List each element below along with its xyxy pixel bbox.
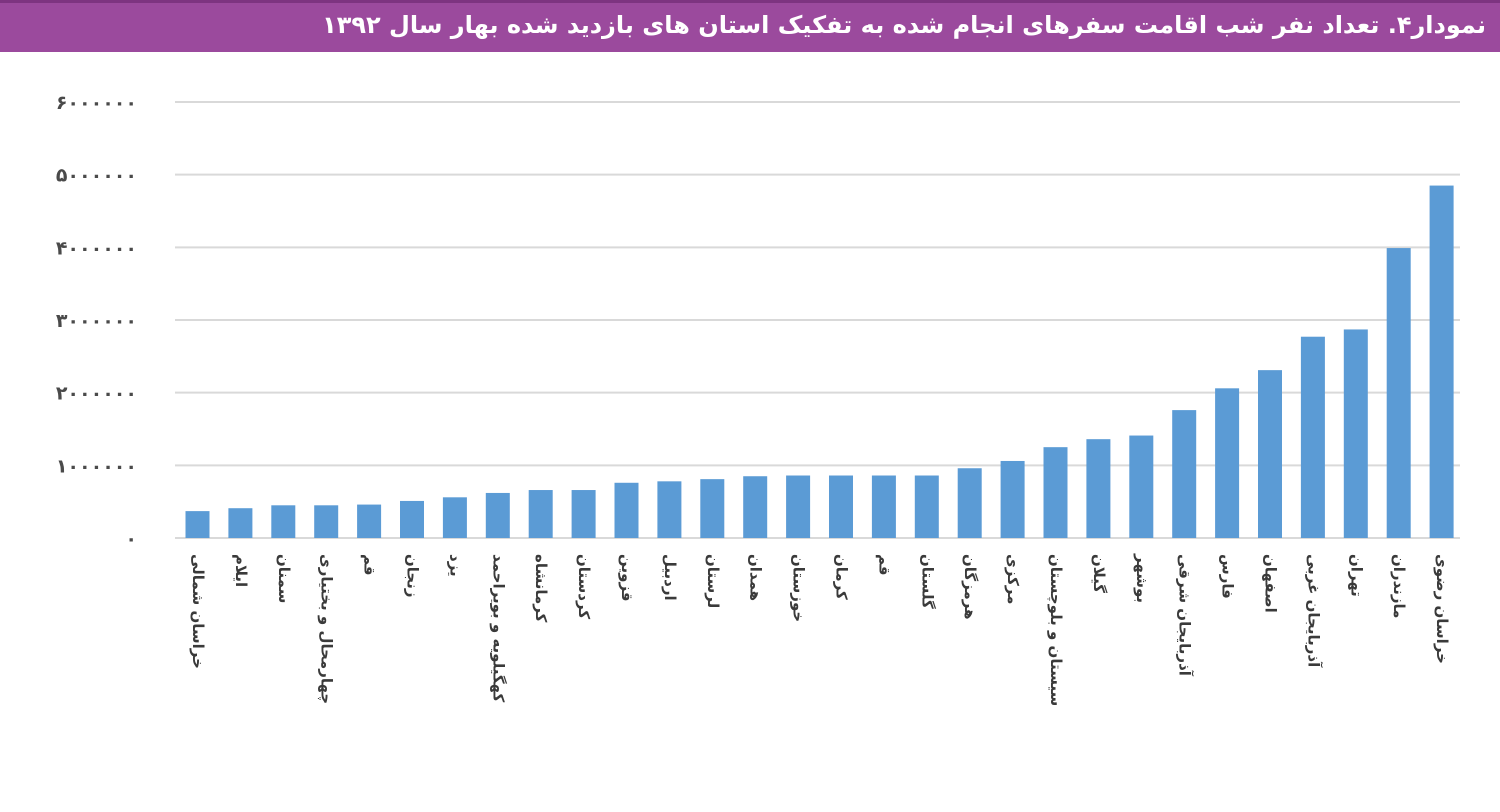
x-tick-label: مرکزی xyxy=(1004,554,1022,604)
x-tick-label: کهگیلویه و بویراحمد xyxy=(489,554,507,702)
y-tick-label: ۳۰۰۰۰۰۰ xyxy=(56,310,137,332)
y-tick-label: ۶۰۰۰۰۰۰ xyxy=(56,92,137,114)
bar xyxy=(786,475,811,538)
bar xyxy=(914,475,939,538)
x-tick-label: قزوین xyxy=(618,554,636,602)
x-tick-label: ایلام xyxy=(232,554,250,587)
x-tick-label: سیستان و بلوچستان xyxy=(1046,554,1065,706)
y-tick-label: ۲۰۰۰۰۰۰ xyxy=(56,383,137,405)
bar xyxy=(1172,410,1197,538)
bar xyxy=(228,508,253,538)
bar-chart: ۰ ۱۰۰۰۰۰۰ ۲۰۰۰۰۰۰ ۳۰۰۰۰۰۰ ۴۰۰۰۰۰۰ ۵۰۰۰۰۰۰ ۶۰۰۰… xyxy=(56,92,1460,706)
bar xyxy=(271,505,296,538)
x-tick-label: لرستان xyxy=(704,554,722,608)
x-tick-label: قم xyxy=(361,554,379,576)
bar xyxy=(400,500,424,538)
bar xyxy=(485,492,510,538)
bar xyxy=(1043,447,1068,538)
bar xyxy=(1386,248,1411,538)
x-tick-label: خراسان رضوی xyxy=(1433,554,1451,664)
bar xyxy=(185,511,210,538)
x-tick-label: کرمان xyxy=(833,554,851,600)
x-tick-label: قم xyxy=(875,554,893,576)
x-tick-label: سمنان xyxy=(275,554,293,603)
y-tick-label: ۴۰۰۰۰۰۰ xyxy=(56,237,137,259)
bar xyxy=(743,476,768,538)
x-tick-label: مازندران xyxy=(1390,554,1408,618)
x-tick-label: چهارمحال و بختیاری xyxy=(317,554,336,704)
bar xyxy=(957,468,982,538)
bar xyxy=(657,481,682,538)
bar xyxy=(700,479,725,538)
x-tick-label: اردبیل xyxy=(661,554,679,601)
bar xyxy=(442,497,467,538)
bar xyxy=(1343,329,1368,538)
y-tick-label: ۵۰۰۰۰۰۰ xyxy=(56,165,137,187)
x-tick-label: گیلان xyxy=(1090,554,1108,593)
x-tick-label: هرمزگان xyxy=(961,554,979,620)
bar xyxy=(1000,460,1025,538)
x-tick-label: آذربایجان شرقی xyxy=(1176,554,1194,677)
y-tick-label: ۱۰۰۰۰۰۰ xyxy=(56,455,137,477)
x-tick-label: کرمانشاه xyxy=(532,554,550,623)
x-tick-label: تهران xyxy=(1347,554,1365,597)
bar xyxy=(1429,185,1454,539)
x-tick-label: کردستان xyxy=(575,554,593,619)
x-tick-label: خوزستان xyxy=(790,554,808,622)
bar xyxy=(314,505,339,538)
x-tick-label: یزد xyxy=(446,554,464,577)
bar xyxy=(1086,439,1111,538)
bar xyxy=(1215,388,1240,538)
x-tick-label: خراسان شمالی xyxy=(189,554,207,669)
bar xyxy=(357,504,382,538)
x-tick-label: زنجان xyxy=(404,554,422,598)
x-tick-label: بوشهر xyxy=(1133,553,1151,603)
bar xyxy=(829,475,853,538)
bar xyxy=(871,475,896,538)
x-tick-label: اصفهان xyxy=(1262,554,1280,613)
y-tick-label: ۰ xyxy=(125,528,137,550)
bar xyxy=(1129,435,1154,538)
chart-title-bar: نمودار۴. تعداد نفر شب اقامت سفرهای انجام… xyxy=(0,0,1500,52)
x-tick-label: گلستان xyxy=(918,554,936,609)
x-tick-label: فارس xyxy=(1219,554,1237,599)
bar xyxy=(1258,370,1282,538)
chart-title: نمودار۴. تعداد نفر شب اقامت سفرهای انجام… xyxy=(322,11,1486,39)
x-tick-label: همدان xyxy=(747,554,765,601)
x-tick-label: آذربایجان غربی xyxy=(1304,554,1322,668)
bar xyxy=(1300,336,1325,538)
bar xyxy=(528,490,553,538)
bar xyxy=(571,490,596,538)
bar xyxy=(614,482,639,538)
